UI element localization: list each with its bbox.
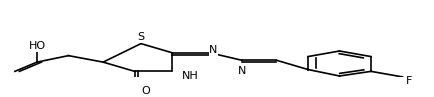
Text: N: N (209, 45, 217, 55)
Text: S: S (137, 32, 144, 42)
Text: N: N (237, 66, 246, 76)
Text: F: F (405, 76, 411, 86)
Text: HO: HO (28, 41, 46, 51)
Text: NH: NH (181, 71, 198, 81)
Text: O: O (141, 86, 149, 96)
